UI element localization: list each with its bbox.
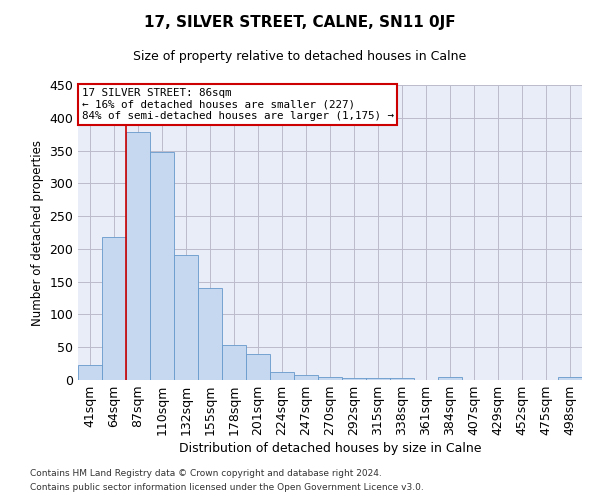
Bar <box>198 288 222 380</box>
Bar <box>78 365 102 380</box>
Bar <box>246 354 270 380</box>
Bar <box>390 378 414 380</box>
Bar <box>174 256 198 380</box>
Bar <box>270 372 294 380</box>
Y-axis label: Number of detached properties: Number of detached properties <box>31 140 44 326</box>
Bar <box>318 376 342 380</box>
Text: Size of property relative to detached houses in Calne: Size of property relative to detached ho… <box>133 50 467 63</box>
Text: 17 SILVER STREET: 86sqm
← 16% of detached houses are smaller (227)
84% of semi-d: 17 SILVER STREET: 86sqm ← 16% of detache… <box>82 88 394 121</box>
Bar <box>558 376 582 380</box>
Text: 17, SILVER STREET, CALNE, SN11 0JF: 17, SILVER STREET, CALNE, SN11 0JF <box>144 15 456 30</box>
Bar <box>150 152 174 380</box>
Bar <box>222 344 246 380</box>
Bar <box>438 376 462 380</box>
Bar <box>294 375 318 380</box>
Bar <box>342 378 366 380</box>
Bar <box>366 378 390 380</box>
Text: Contains HM Land Registry data © Crown copyright and database right 2024.: Contains HM Land Registry data © Crown c… <box>30 468 382 477</box>
Bar <box>102 237 126 380</box>
Bar <box>126 132 150 380</box>
X-axis label: Distribution of detached houses by size in Calne: Distribution of detached houses by size … <box>179 442 481 456</box>
Text: Contains public sector information licensed under the Open Government Licence v3: Contains public sector information licen… <box>30 484 424 492</box>
